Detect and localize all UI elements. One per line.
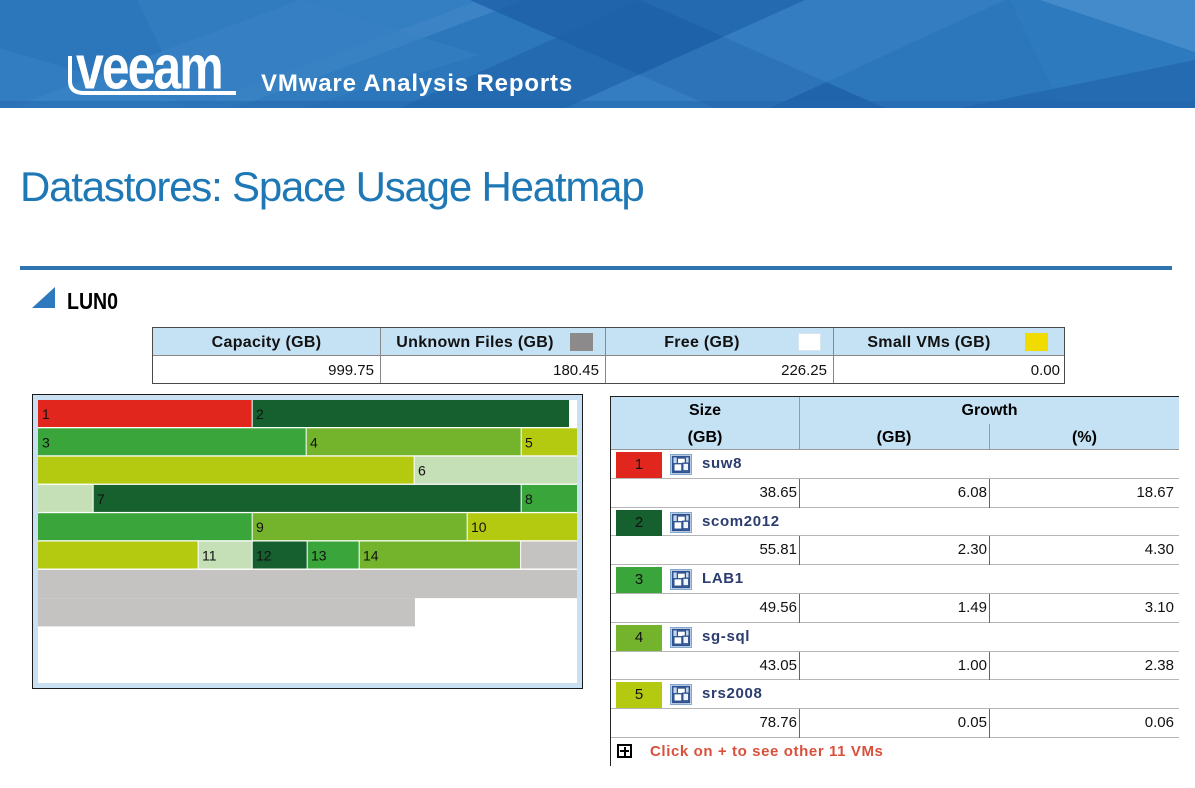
svg-text:1: 1	[42, 406, 50, 422]
svg-text:2: 2	[256, 406, 264, 422]
svg-text:veeam: veeam	[76, 40, 222, 102]
svg-text:3: 3	[42, 434, 50, 450]
svg-text:6: 6	[418, 463, 426, 479]
svg-text:7: 7	[97, 491, 105, 507]
svg-text:11: 11	[202, 548, 217, 564]
svg-text:8: 8	[525, 491, 533, 507]
svg-text:14: 14	[363, 548, 379, 564]
svg-text:9: 9	[256, 519, 264, 535]
svg-text:12: 12	[256, 548, 272, 564]
svg-text:13: 13	[311, 548, 327, 564]
svg-text:4: 4	[310, 434, 318, 450]
svg-text:5: 5	[525, 434, 533, 450]
svg-text:10: 10	[471, 519, 487, 535]
